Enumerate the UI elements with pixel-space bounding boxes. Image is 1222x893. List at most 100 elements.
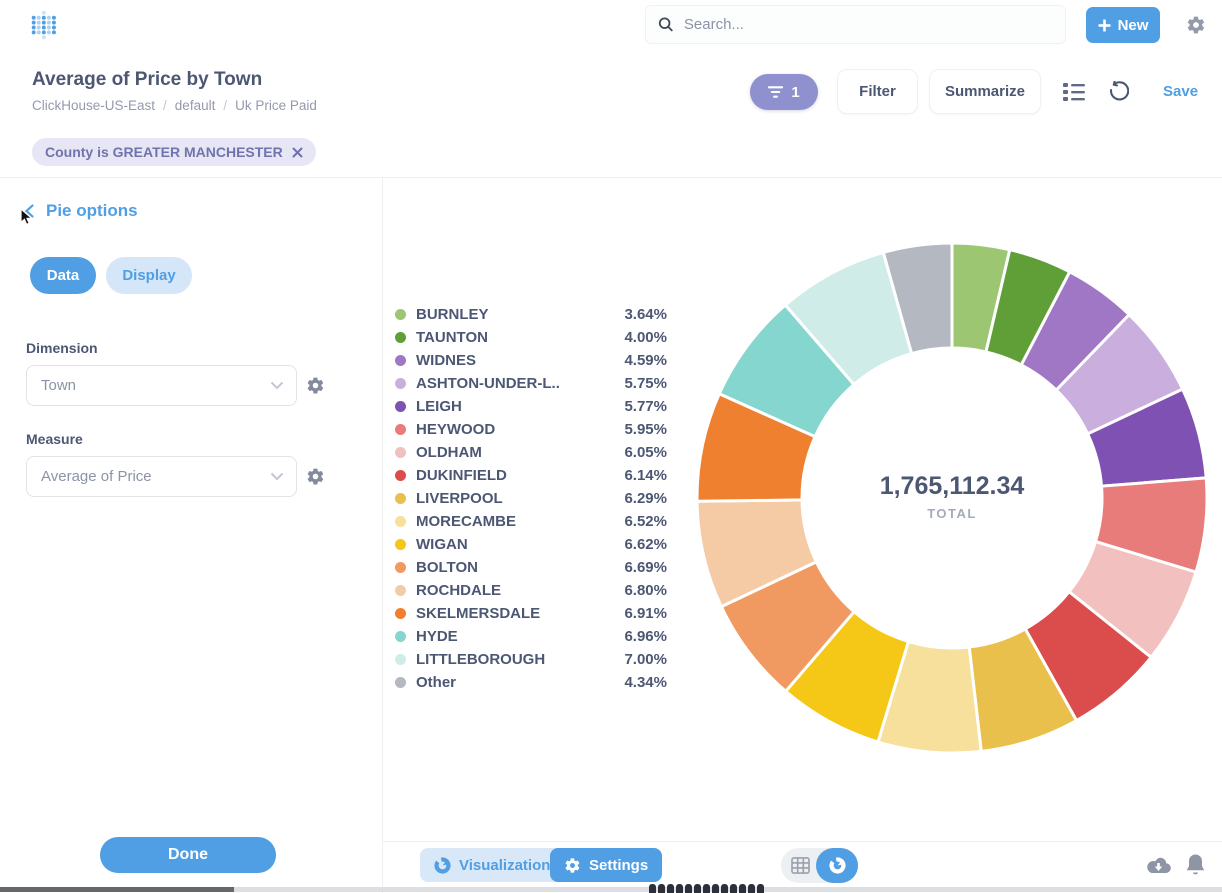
bell-icon[interactable]	[1185, 853, 1206, 877]
legend-percent: 5.95%	[624, 421, 667, 438]
legend-item[interactable]: MORECAMBE 6.52%	[395, 510, 667, 533]
legend-dot	[395, 378, 406, 389]
horizontal-scrollbar-track[interactable]	[0, 887, 1222, 892]
page-title[interactable]: Average of Price by Town	[32, 69, 263, 90]
legend-label: WIGAN	[416, 536, 468, 553]
chevron-down-icon	[270, 381, 284, 390]
footer-divider	[383, 841, 1222, 842]
chevron-down-icon	[270, 472, 284, 481]
legend-dot	[395, 447, 406, 458]
legend-item[interactable]: LITTLEBOROUGH 7.00%	[395, 648, 667, 671]
measure-value: Average of Price	[41, 468, 152, 485]
plus-icon	[1098, 19, 1111, 31]
legend-item[interactable]: ASHTON-UNDER-L.. 5.75%	[395, 372, 667, 395]
legend-dot	[395, 562, 406, 573]
summarize-button[interactable]: Summarize	[929, 69, 1041, 114]
legend-percent: 6.14%	[624, 467, 667, 484]
legend-percent: 4.59%	[624, 352, 667, 369]
legend-label: MORECAMBE	[416, 513, 516, 530]
legend-item[interactable]: HEYWOOD 5.95%	[395, 418, 667, 441]
done-button[interactable]: Done	[100, 837, 276, 873]
viz-type-toggle	[781, 848, 858, 883]
legend-item[interactable]: OLDHAM 6.05%	[395, 441, 667, 464]
legend-label: TAUNTON	[416, 329, 488, 346]
legend-dot	[395, 631, 406, 642]
filter-chip[interactable]: County is GREATER MANCHESTER	[32, 138, 316, 166]
breadcrumb-schema[interactable]: default	[174, 98, 216, 113]
table-icon	[790, 857, 810, 874]
tab-data[interactable]: Data	[30, 257, 96, 294]
legend-item[interactable]: DUKINFIELD 6.14%	[395, 464, 667, 487]
pie-view-button[interactable]	[816, 848, 858, 883]
chart-legend: BURNLEY 3.64% TAUNTON 4.00% WIDNES 4.59% ASHTO…	[395, 303, 667, 694]
legend-item[interactable]: TAUNTON 4.00%	[395, 326, 667, 349]
save-button[interactable]: Save	[1163, 83, 1199, 100]
breadcrumb-database[interactable]: ClickHouse-US-East	[32, 98, 156, 113]
settings-button[interactable]: Settings	[550, 848, 663, 882]
legend-dot	[395, 585, 406, 596]
search-icon	[658, 17, 673, 32]
legend-label: SKELMERSDALE	[416, 605, 541, 622]
new-button[interactable]: New	[1086, 7, 1160, 43]
download-icon[interactable]	[1146, 855, 1171, 876]
legend-item[interactable]: HYDE 6.96%	[395, 625, 667, 648]
legend-label: LIVERPOOL	[416, 490, 503, 507]
legend-dot	[395, 539, 406, 550]
legend-percent: 4.00%	[624, 329, 667, 346]
measure-gear-icon[interactable]	[306, 467, 325, 486]
gear-icon[interactable]	[1186, 15, 1206, 35]
legend-dot	[395, 309, 406, 320]
breadcrumb-table[interactable]: Uk Price Paid	[235, 98, 317, 113]
dimension-select[interactable]: Town	[26, 365, 297, 406]
legend-dot	[395, 516, 406, 527]
legend-percent: 6.62%	[624, 536, 667, 553]
horizontal-scrollbar-thumb[interactable]	[0, 887, 234, 892]
measure-select[interactable]: Average of Price	[26, 456, 297, 497]
dimension-gear-icon[interactable]	[306, 376, 325, 395]
filter-button[interactable]: Filter	[837, 69, 918, 114]
search-bar[interactable]	[645, 5, 1066, 44]
chevron-left-icon[interactable]	[22, 203, 38, 219]
legend-item[interactable]: ROCHDALE 6.80%	[395, 579, 667, 602]
legend-label: Other	[416, 674, 457, 691]
filter-count-pill[interactable]: 1	[750, 74, 818, 110]
filter-count: 1	[791, 83, 800, 101]
tab-display[interactable]: Display	[106, 257, 192, 294]
legend-item[interactable]: BOLTON 6.69%	[395, 556, 667, 579]
pie-slice[interactable]	[881, 241, 954, 356]
close-icon[interactable]	[292, 147, 303, 158]
legend-item[interactable]: LEIGH 5.77%	[395, 395, 667, 418]
search-input[interactable]	[683, 16, 1053, 33]
legend-percent: 6.69%	[624, 559, 667, 576]
legend-item[interactable]: WIDNES 4.59%	[395, 349, 667, 372]
legend-item[interactable]: SKELMERSDALE 6.91%	[395, 602, 667, 625]
measure-label: Measure	[26, 431, 83, 447]
legend-label: HYDE	[416, 628, 458, 645]
legend-item[interactable]: Other 4.34%	[395, 671, 667, 694]
legend-label: LITTLEBOROUGH	[416, 651, 546, 668]
notebook-list-icon[interactable]	[1063, 82, 1085, 102]
legend-percent: 6.29%	[624, 490, 667, 507]
pie-chart-icon	[829, 857, 846, 874]
legend-label: ROCHDALE	[416, 582, 501, 599]
legend-item[interactable]: BURNLEY 3.64%	[395, 303, 667, 326]
legend-item[interactable]: WIGAN 6.62%	[395, 533, 667, 556]
visualization-button[interactable]: Visualization	[420, 848, 565, 882]
legend-percent: 6.96%	[624, 628, 667, 645]
donut-chart	[695, 241, 1209, 755]
legend-item[interactable]: LIVERPOOL 6.29%	[395, 487, 667, 510]
filter-chip-label: County is GREATER MANCHESTER	[45, 144, 283, 160]
pie-chart-icon	[434, 857, 451, 874]
legend-dot	[395, 355, 406, 366]
table-view-button[interactable]	[781, 857, 819, 874]
legend-percent: 6.05%	[624, 444, 667, 461]
metabase-logo[interactable]	[30, 10, 58, 40]
legend-dot	[395, 493, 406, 504]
breadcrumb: ClickHouse-US-East / default / Uk Price …	[32, 98, 317, 113]
legend-dot	[395, 332, 406, 343]
gear-icon	[564, 857, 581, 874]
legend-percent: 6.91%	[624, 605, 667, 622]
refresh-icon[interactable]	[1108, 81, 1129, 102]
content-divider	[0, 177, 1222, 178]
legend-label: HEYWOOD	[416, 421, 496, 438]
